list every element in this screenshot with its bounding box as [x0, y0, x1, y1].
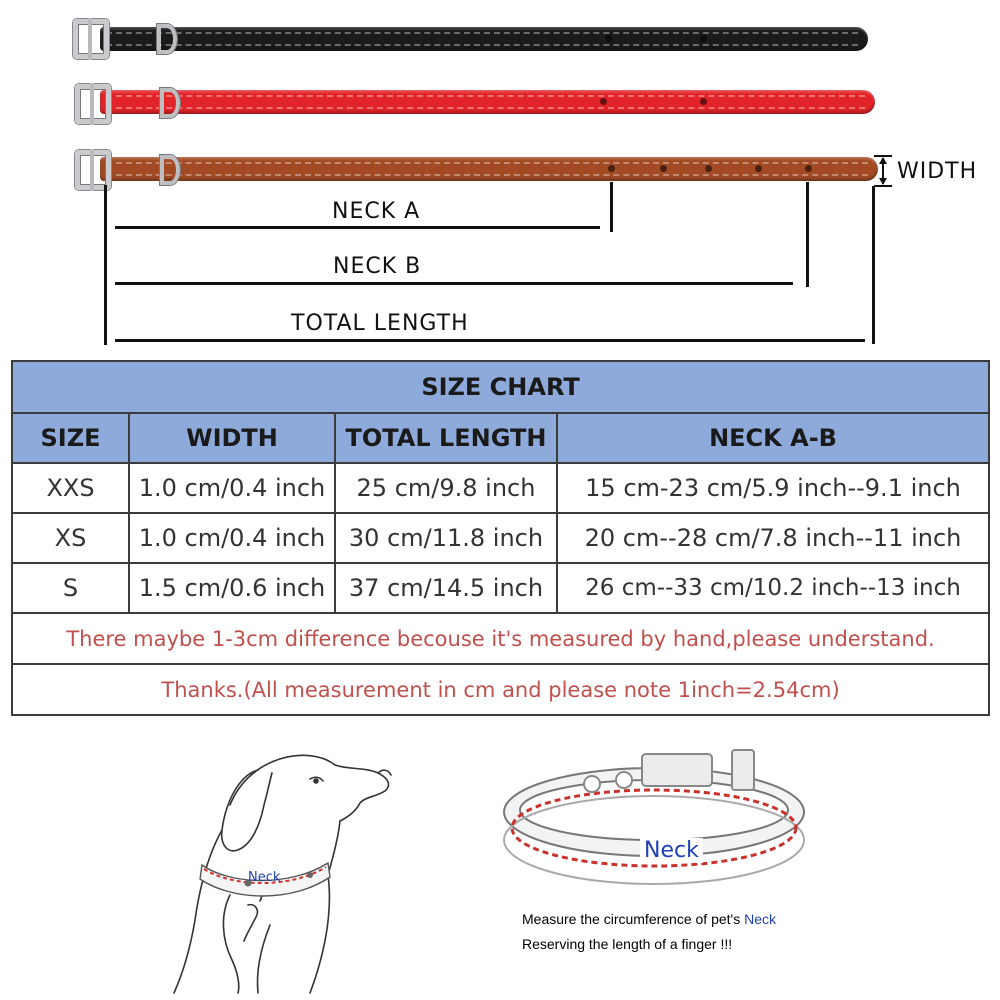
total-length-line — [115, 339, 865, 342]
dog-sketch-icon — [173, 754, 392, 994]
neck-b-label: NECK B — [333, 254, 422, 279]
d-ring-icon — [160, 88, 180, 118]
dog-neck-label: Neck — [248, 870, 281, 885]
collar-neck-label: Neck — [640, 838, 703, 863]
collar-strap — [100, 27, 868, 51]
cell-total-length: 30 cm/11.8 inch — [334, 512, 558, 564]
instruction-prefix: Measure the circumference of pet's — [522, 911, 745, 927]
size-chart-title: SIZE CHART — [10, 360, 991, 414]
cell-neck-a-b: 15 cm-23 cm/5.9 inch--9.1 inch — [555, 462, 991, 514]
cell-width: 1.5 cm/0.6 inch — [128, 562, 336, 614]
collar-strap — [100, 157, 878, 181]
d-ring-icon — [160, 155, 180, 185]
buckle-icon — [73, 18, 109, 60]
cell-neck-a-b: 26 cm--33 cm/10.2 inch--13 inch — [555, 562, 991, 614]
instruction-line-2: Reserving the length of a finger !!! — [522, 936, 733, 952]
total-length-label: TOTAL LENGTH — [291, 311, 469, 336]
size-chart-table: SIZE CHART SIZE WIDTH TOTAL LENGTH NECK … — [10, 360, 991, 716]
header-total-length: TOTAL LENGTH — [334, 412, 558, 464]
instruction-neck-word: Neck — [744, 911, 777, 927]
header-width: WIDTH — [128, 412, 336, 464]
table-row: XS 1.0 cm/0.4 inch 30 cm/11.8 inch 20 cm… — [11, 512, 991, 564]
header-size: SIZE — [11, 412, 130, 464]
collar-ring-icon — [503, 749, 805, 885]
neck-a-tick — [610, 182, 613, 232]
cell-size: S — [11, 562, 130, 614]
note-measured-by-hand: There maybe 1-3cm difference becouse it'… — [10, 612, 991, 665]
width-arrow-icon — [874, 155, 892, 187]
cell-neck-a-b: 20 cm--28 cm/7.8 inch--11 inch — [555, 512, 991, 564]
d-ring-icon — [157, 24, 177, 54]
neck-a-line — [115, 226, 600, 229]
neck-a-label: NECK A — [332, 199, 421, 224]
neck-b-tick — [806, 182, 809, 287]
neck-b-line — [115, 282, 793, 285]
note-measurement-units: Thanks.(All measurement in cm and please… — [10, 663, 991, 716]
total-length-right-tick — [872, 186, 875, 344]
buckle-icon — [75, 149, 111, 191]
cell-size: XS — [11, 512, 130, 564]
instruction-line-1: Measure the circumference of pet's Neck — [522, 911, 776, 927]
table-row: XXS 1.0 cm/0.4 inch 25 cm/9.8 inch 15 cm… — [11, 462, 991, 514]
cell-width: 1.0 cm/0.4 inch — [128, 462, 336, 514]
cell-width: 1.0 cm/0.4 inch — [128, 512, 336, 564]
width-label: WIDTH — [897, 159, 978, 184]
collar-strap — [100, 90, 875, 114]
table-header-row: SIZE WIDTH TOTAL LENGTH NECK A-B — [11, 412, 991, 464]
table-row: S 1.5 cm/0.6 inch 37 cm/14.5 inch 26 cm-… — [11, 562, 991, 614]
cell-total-length: 37 cm/14.5 inch — [334, 562, 558, 614]
header-neck-a-b: NECK A-B — [555, 412, 991, 464]
buckle-icon — [75, 83, 111, 125]
cell-size: XXS — [11, 462, 130, 514]
total-length-left-tick — [104, 185, 107, 345]
cell-total-length: 25 cm/9.8 inch — [334, 462, 558, 514]
